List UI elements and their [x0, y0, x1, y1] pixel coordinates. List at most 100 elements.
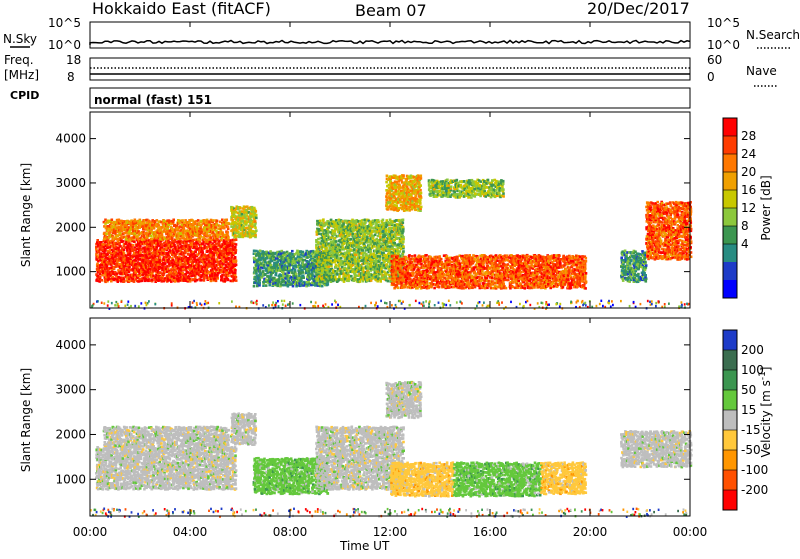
- range-gate-cell: [170, 233, 173, 236]
- range-gate-cell: [128, 280, 131, 283]
- nsky-panel: N.Sky 10^5 10^0 10^5 10^0 N.Search: [3, 16, 800, 52]
- range-gate-cell: [213, 254, 216, 257]
- range-gate-cell: [321, 285, 324, 288]
- range-gate-cell: [197, 219, 200, 222]
- range-gate-cell: [187, 271, 190, 274]
- cpid-label: CPID: [10, 89, 39, 102]
- range-gate-cell: [239, 207, 242, 210]
- site-title: Hokkaido East (fitACF): [92, 0, 271, 18]
- range-gate-cell: [234, 272, 237, 275]
- range-gate-cell: [209, 248, 212, 251]
- range-gate-cell: [268, 284, 271, 287]
- range-gate-cell: [234, 251, 237, 254]
- range-gate-cell: [104, 249, 107, 252]
- range-gate-cell: [134, 271, 137, 274]
- range-gate-cell: [302, 251, 305, 254]
- freq-tick-high: 18: [66, 53, 81, 67]
- range-gate-cell: [278, 281, 281, 284]
- range-gate-cell: [232, 219, 235, 222]
- range-gate-cell: [263, 264, 266, 267]
- range-gate-cell: [234, 269, 237, 272]
- nsky-tick-high: 10^5: [48, 16, 81, 30]
- range-gate-cell: [210, 236, 213, 239]
- freq-label: Freq.: [4, 53, 34, 67]
- range-gate-cell: [300, 279, 303, 282]
- range-gate-cell: [151, 238, 154, 241]
- range-gate-cell: [259, 250, 262, 253]
- nave-label: Nave: [746, 64, 777, 78]
- range-gate-cell: [229, 252, 232, 255]
- radar-summary-plot: Hokkaido East (fitACF) Beam 07 20/Dec/20…: [0, 0, 800, 554]
- range-gate-cell: [203, 245, 206, 248]
- range-gate-cell: [128, 266, 131, 269]
- range-gate-cell: [111, 219, 114, 222]
- range-gate-cell: [291, 272, 294, 275]
- range-gate-cell: [284, 264, 287, 267]
- range-gate-cell: [235, 264, 238, 267]
- range-gate-cell: [295, 273, 298, 276]
- nsky-label: N.Sky: [3, 32, 37, 46]
- range-gate-cell: [253, 285, 256, 288]
- range-gate-cell: [212, 231, 215, 234]
- range-gate-cell: [200, 279, 203, 282]
- nsearch-tick-low: 10^0: [707, 38, 740, 52]
- range-gate-cell: [138, 278, 141, 281]
- plot-canvas: Hokkaido East (fitACF) Beam 07 20/Dec/20…: [0, 0, 800, 554]
- freq-panel: Freq. [MHz] 18 8 60 0 Nave: [4, 53, 778, 86]
- range-gate-cell: [218, 242, 221, 245]
- range-gate-cell: [117, 234, 120, 237]
- range-gate-cell: [177, 232, 180, 235]
- range-gate-cell: [109, 255, 112, 258]
- range-gate-cell: [254, 220, 257, 223]
- range-gate-cell: [168, 256, 171, 259]
- range-gate-cell: [177, 244, 180, 247]
- date-title: 20/Dec/2017: [587, 0, 690, 18]
- range-gate-cell: [212, 219, 215, 222]
- range-gate-cell: [216, 238, 219, 241]
- range-gate-cell: [122, 240, 125, 243]
- range-gate-cell: [251, 223, 254, 226]
- range-gate-cell: [234, 234, 237, 237]
- range-gate-cell: [254, 234, 257, 237]
- range-gate-cell: [252, 230, 255, 233]
- freq-unit: [MHz]: [4, 68, 39, 82]
- range-gate-cell: [271, 260, 274, 263]
- range-gate-cell: [269, 250, 272, 253]
- range-gate-cell: [181, 219, 184, 222]
- cpid-value: normal (fast) 151: [94, 93, 212, 107]
- range-gate-cell: [276, 285, 279, 288]
- freq-frame: [90, 58, 690, 80]
- nsky-tick-low: 10^0: [48, 38, 81, 52]
- range-gate-cell: [254, 227, 257, 230]
- range-gate-cell: [283, 284, 286, 287]
- range-gate-cell: [227, 231, 230, 234]
- range-gate-cell: [255, 214, 258, 217]
- range-gate-cell: [117, 280, 120, 283]
- range-gate-cell: [221, 219, 224, 222]
- range-gate-cell: [300, 269, 303, 272]
- range-gate-cell: [101, 274, 104, 277]
- range-gate-cell: [137, 258, 140, 261]
- range-gate-cell: [199, 235, 202, 238]
- range-gate-cell: [234, 246, 237, 249]
- range-gate-cell: [183, 225, 186, 228]
- range-gate-cell: [132, 278, 135, 281]
- range-gate-cell: [176, 229, 179, 232]
- range-gate-cell: [288, 281, 291, 284]
- range-gate-cell: [259, 269, 262, 272]
- range-gate-cell: [237, 231, 240, 234]
- range-gate-cell: [235, 279, 238, 282]
- range-gate-cell: [234, 257, 237, 260]
- range-gate-cell: [123, 280, 126, 283]
- range-gate-cell: [191, 275, 194, 278]
- range-gate-cell: [227, 226, 230, 229]
- nsearch-label: N.Search: [746, 28, 800, 42]
- range-gate-cell: [200, 220, 203, 223]
- beam-title: Beam 07: [355, 1, 427, 20]
- range-gate-cell: [215, 280, 218, 283]
- range-gate-cell: [258, 282, 261, 285]
- range-gate-cell: [235, 243, 238, 246]
- range-gate-cell: [188, 258, 191, 261]
- range-gate-cell: [223, 227, 226, 230]
